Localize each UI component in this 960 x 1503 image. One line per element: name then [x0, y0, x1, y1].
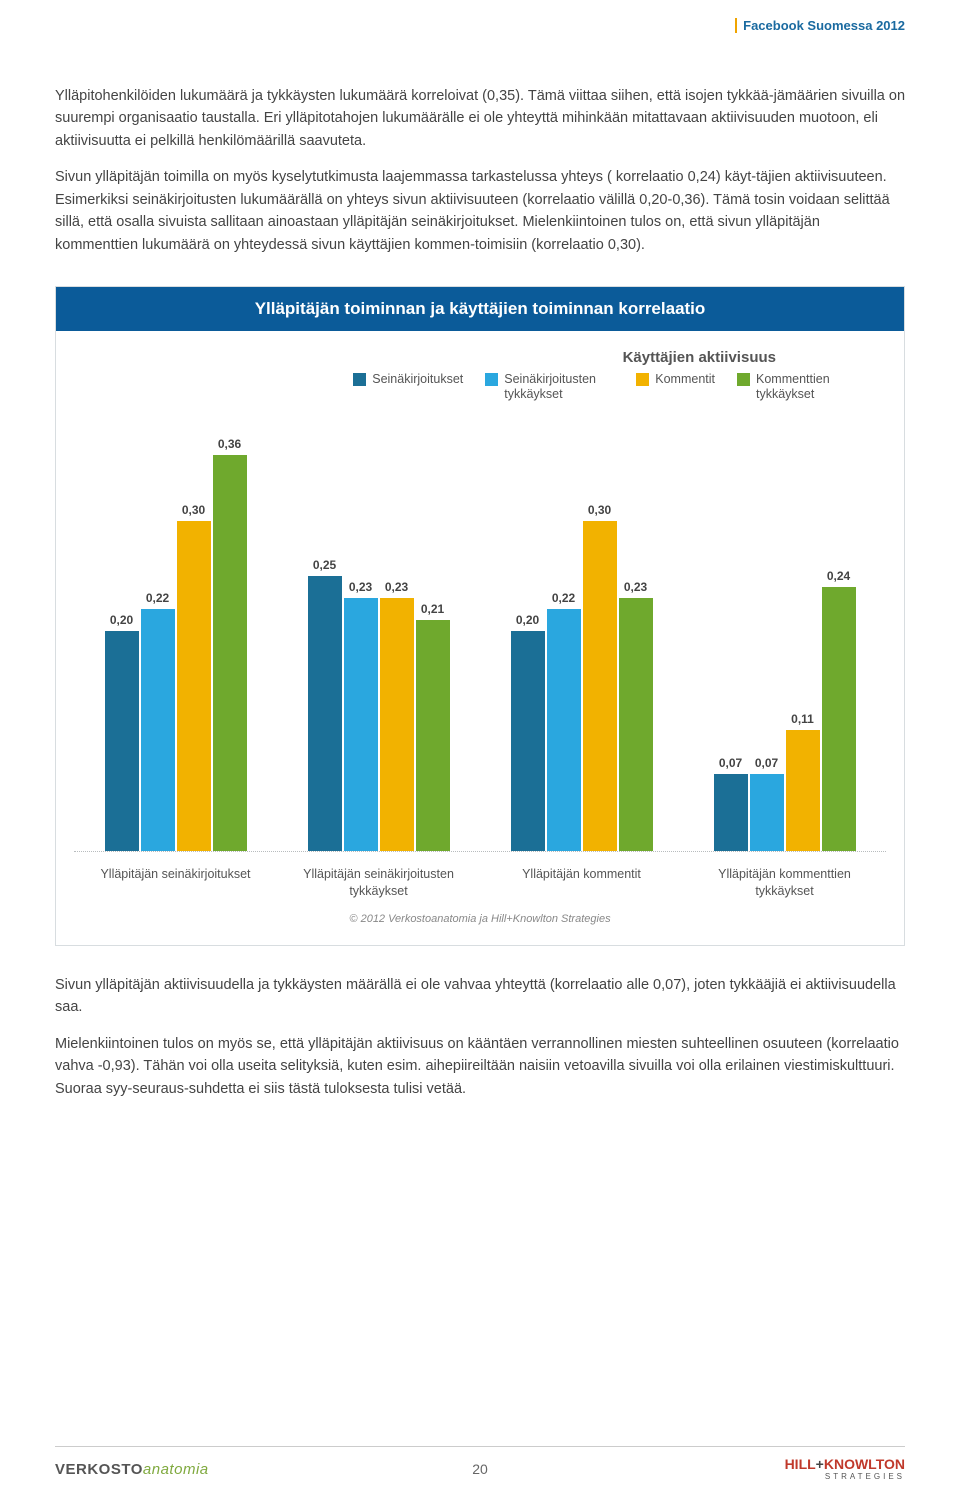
bar-group: 0,070,070,110,24 — [714, 412, 856, 851]
bar: 0,25 — [308, 576, 342, 851]
bar-value-label: 0,20 — [516, 613, 539, 627]
bar: 0,23 — [380, 598, 414, 851]
bar: 0,24 — [822, 587, 856, 851]
legend-heading: Käyttäjien aktiivisuus — [623, 349, 866, 366]
legend-swatch — [737, 373, 750, 386]
legend-item: Kommenttien tykkäykset — [737, 372, 866, 402]
intro-text: Ylläpitohenkilöiden lukumäärä ja tykkäys… — [55, 85, 905, 256]
chart-card: Ylläpitäjän toiminnan ja käyttäjien toim… — [55, 286, 905, 946]
bar-group: 0,200,220,300,23 — [511, 412, 653, 851]
bar: 0,36 — [213, 455, 247, 851]
chart-xaxis: Ylläpitäjän seinäkirjoitukset Ylläpitäjän… — [74, 866, 886, 899]
bar-value-label: 0,20 — [110, 613, 133, 627]
bar-value-label: 0,07 — [755, 756, 778, 770]
bar-value-label: 0,36 — [218, 437, 241, 451]
legend-swatch — [636, 373, 649, 386]
xaxis-label: Ylläpitäjän kommentit — [492, 866, 672, 899]
chart-plot: 0,200,220,300,360,250,230,230,210,200,22… — [74, 412, 886, 852]
bar: 0,20 — [511, 631, 545, 851]
legend-swatch — [353, 373, 366, 386]
bar-value-label: 0,24 — [827, 569, 850, 583]
bar: 0,11 — [786, 730, 820, 851]
bar-value-label: 0,23 — [624, 580, 647, 594]
paragraph-4: Mielenkiintoinen tulos on myös se, että … — [55, 1033, 905, 1100]
paragraph-3: Sivun ylläpitäjän aktiivisuudella ja tyk… — [55, 974, 905, 1019]
footer-right-logo: HILL+KNOWLTON STRATEGIES — [785, 1457, 905, 1481]
bar: 0,23 — [619, 598, 653, 851]
legend-label: Kommenttien tykkäykset — [756, 372, 866, 402]
bar-value-label: 0,11 — [791, 712, 814, 726]
header-tag: Facebook Suomessa 2012 — [735, 18, 905, 33]
paragraph-1: Ylläpitohenkilöiden lukumäärä ja tykkäys… — [55, 85, 905, 152]
bar-value-label: 0,30 — [182, 503, 205, 517]
bar: 0,20 — [105, 631, 139, 851]
legend-label: Seinäkirjoitukset — [372, 372, 463, 387]
bar: 0,30 — [177, 521, 211, 851]
chart-title: Ylläpitäjän toiminnan ja käyttäjien toim… — [56, 287, 904, 331]
paragraph-2: Sivun ylläpitäjän toimilla on myös kysel… — [55, 166, 905, 256]
page-number: 20 — [472, 1461, 488, 1477]
bar-value-label: 0,22 — [146, 591, 169, 605]
legend-item: Kommentit — [636, 372, 715, 402]
legend-item: Seinäkirjoitusten tykkäykset — [485, 372, 614, 402]
legend-swatch — [485, 373, 498, 386]
chart-copyright: © 2012 Verkostoanatomia ja Hill+Knowlton… — [74, 899, 886, 935]
bar-value-label: 0,30 — [588, 503, 611, 517]
chart-legend: Käyttäjien aktiivisuus Seinäkirjoitukset… — [74, 349, 886, 402]
bar: 0,22 — [547, 609, 581, 851]
xaxis-label: Ylläpitäjän seinäkirjoitukset — [86, 866, 266, 899]
bar-group: 0,200,220,300,36 — [105, 412, 247, 851]
bar-group: 0,250,230,230,21 — [308, 412, 450, 851]
outro-text: Sivun ylläpitäjän aktiivisuudella ja tyk… — [55, 974, 905, 1100]
xaxis-label: Ylläpitäjän seinäkirjoitusten tykkäykset — [289, 866, 469, 899]
bar: 0,30 — [583, 521, 617, 851]
bar: 0,22 — [141, 609, 175, 851]
bar: 0,07 — [750, 774, 784, 851]
bar-value-label: 0,22 — [552, 591, 575, 605]
footer-left-logo: VERKOSTOanatomia — [55, 1461, 209, 1478]
bar: 0,21 — [416, 620, 450, 851]
legend-label: Seinäkirjoitusten tykkäykset — [504, 372, 614, 402]
bar: 0,23 — [344, 598, 378, 851]
bar-value-label: 0,25 — [313, 558, 336, 572]
xaxis-label: Ylläpitäjän kommenttien tykkäykset — [695, 866, 875, 899]
bar-value-label: 0,07 — [719, 756, 742, 770]
legend-item: Seinäkirjoitukset — [353, 372, 463, 402]
legend-label: Kommentit — [655, 372, 715, 387]
bar: 0,07 — [714, 774, 748, 851]
bar-value-label: 0,21 — [421, 602, 444, 616]
bar-value-label: 0,23 — [349, 580, 372, 594]
page-footer: VERKOSTOanatomia 20 HILL+KNOWLTON STRATE… — [55, 1446, 905, 1481]
bar-value-label: 0,23 — [385, 580, 408, 594]
